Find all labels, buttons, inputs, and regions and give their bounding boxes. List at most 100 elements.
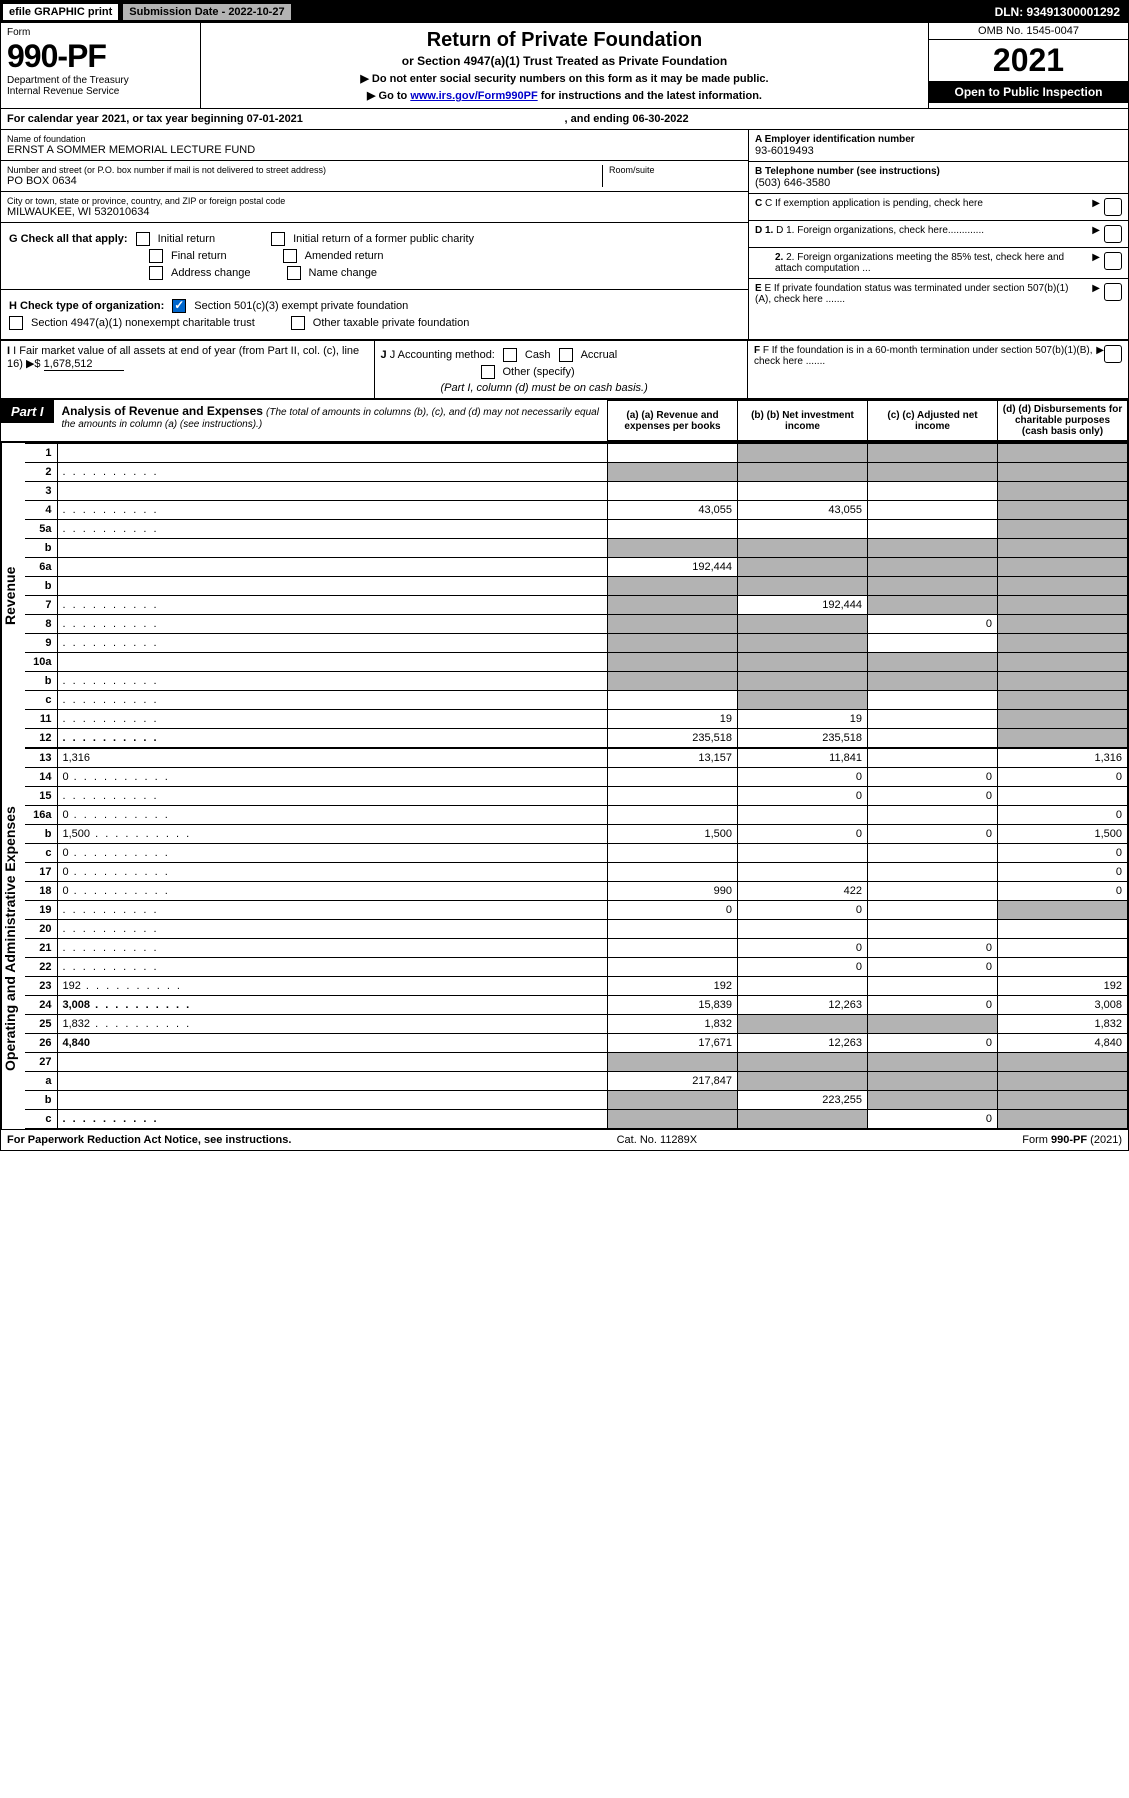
form-container: efile GRAPHIC print Submission Date - 20… bbox=[0, 0, 1129, 1151]
g-address-checkbox[interactable] bbox=[149, 266, 163, 280]
amount-cell bbox=[868, 729, 998, 748]
amount-cell bbox=[738, 691, 868, 710]
h-4947-checkbox[interactable] bbox=[9, 316, 23, 330]
amount-cell bbox=[608, 863, 738, 882]
d1-row: D 1. D 1. Foreign organizations, check h… bbox=[749, 221, 1128, 248]
line-desc bbox=[57, 939, 608, 958]
name-label: Name of foundation bbox=[7, 134, 742, 144]
line-number: 10a bbox=[25, 653, 57, 672]
amount-cell: 1,500 bbox=[998, 825, 1128, 844]
submission-date: Submission Date - 2022-10-27 bbox=[122, 3, 291, 21]
amount-cell bbox=[738, 520, 868, 539]
e-checkbox[interactable] bbox=[1104, 283, 1122, 301]
table-row: 14 0 000 bbox=[25, 768, 1128, 787]
amount-cell bbox=[998, 1091, 1128, 1110]
amount-cell bbox=[738, 653, 868, 672]
amount-cell bbox=[868, 558, 998, 577]
table-row: 6a 192,444 bbox=[25, 558, 1128, 577]
line-desc: 4,840 bbox=[57, 1034, 608, 1053]
d2-checkbox[interactable] bbox=[1104, 252, 1122, 270]
g-amended-checkbox[interactable] bbox=[283, 249, 297, 263]
amount-cell: 192,444 bbox=[608, 558, 738, 577]
amount-cell bbox=[868, 1053, 998, 1072]
amount-cell bbox=[738, 1015, 868, 1034]
amount-cell: 235,518 bbox=[608, 729, 738, 748]
amount-cell bbox=[998, 1072, 1128, 1091]
amount-cell bbox=[608, 577, 738, 596]
line-desc bbox=[57, 710, 608, 729]
j-label: J J Accounting method: bbox=[381, 349, 495, 361]
amount-cell: 1,316 bbox=[998, 749, 1128, 768]
footer-mid: Cat. No. 11289X bbox=[617, 1134, 698, 1146]
dept-label: Department of the Treasury bbox=[7, 75, 194, 86]
amount-cell bbox=[868, 634, 998, 653]
h-501c3-checkbox[interactable] bbox=[172, 299, 186, 313]
d1-checkbox[interactable] bbox=[1104, 225, 1122, 243]
amount-cell bbox=[998, 920, 1128, 939]
foundation-name: ERNST A SOMMER MEMORIAL LECTURE FUND bbox=[7, 144, 742, 156]
line-number: 24 bbox=[25, 996, 57, 1015]
table-row: 1 bbox=[25, 444, 1128, 463]
g-label: G Check all that apply: bbox=[9, 233, 128, 245]
line-number: 6a bbox=[25, 558, 57, 577]
instr-1: ▶ Do not enter social security numbers o… bbox=[207, 72, 922, 85]
amount-cell bbox=[738, 577, 868, 596]
amount-cell bbox=[868, 1072, 998, 1091]
j-accrual-checkbox[interactable] bbox=[559, 348, 573, 362]
line-desc: 1,316 bbox=[57, 749, 608, 768]
amount-cell: 192 bbox=[998, 977, 1128, 996]
line-desc bbox=[57, 691, 608, 710]
amount-cell bbox=[868, 806, 998, 825]
amount-cell bbox=[998, 520, 1128, 539]
table-row: b 223,255 bbox=[25, 1091, 1128, 1110]
amount-cell: 422 bbox=[738, 882, 868, 901]
line-number: 20 bbox=[25, 920, 57, 939]
amount-cell bbox=[868, 444, 998, 463]
f-checkbox[interactable] bbox=[1104, 345, 1122, 363]
form-label: Form bbox=[7, 27, 194, 38]
line-desc bbox=[57, 901, 608, 920]
amount-cell bbox=[868, 501, 998, 520]
h-other-checkbox[interactable] bbox=[291, 316, 305, 330]
amount-cell bbox=[998, 634, 1128, 653]
omb-number: OMB No. 1545-0047 bbox=[929, 23, 1128, 40]
j-cash-checkbox[interactable] bbox=[503, 348, 517, 362]
addr-label: Number and street (or P.O. box number if… bbox=[7, 165, 602, 175]
j-other-checkbox[interactable] bbox=[481, 365, 495, 379]
g-final-checkbox[interactable] bbox=[149, 249, 163, 263]
line-desc bbox=[57, 1091, 608, 1110]
ein-value: 93-6019493 bbox=[755, 145, 1122, 157]
form-title: Return of Private Foundation bbox=[207, 29, 922, 52]
line-desc: 0 bbox=[57, 806, 608, 825]
amount-cell: 0 bbox=[868, 615, 998, 634]
line-number: 22 bbox=[25, 958, 57, 977]
line-desc: 0 bbox=[57, 882, 608, 901]
line-number: b bbox=[25, 539, 57, 558]
f-label: F F If the foundation is in a 60-month t… bbox=[754, 345, 1096, 367]
g-name-checkbox[interactable] bbox=[287, 266, 301, 280]
amount-cell bbox=[738, 539, 868, 558]
i-section: I I Fair market value of all assets at e… bbox=[1, 341, 375, 398]
amount-cell: 15,839 bbox=[608, 996, 738, 1015]
amount-cell bbox=[998, 729, 1128, 748]
amount-cell bbox=[608, 806, 738, 825]
amount-cell bbox=[998, 1110, 1128, 1129]
line-number: 7 bbox=[25, 596, 57, 615]
amount-cell bbox=[868, 710, 998, 729]
addr-cell: Number and street (or P.O. box number if… bbox=[1, 161, 748, 192]
amount-cell bbox=[868, 482, 998, 501]
amount-cell bbox=[868, 596, 998, 615]
amount-cell bbox=[608, 768, 738, 787]
g-initial-checkbox[interactable] bbox=[136, 232, 150, 246]
line-desc: 192 bbox=[57, 977, 608, 996]
c-checkbox[interactable] bbox=[1104, 198, 1122, 216]
g-opt-0: Initial return bbox=[158, 233, 215, 245]
g-initial-former-checkbox[interactable] bbox=[271, 232, 285, 246]
amount-cell: 0 bbox=[868, 768, 998, 787]
amount-cell bbox=[608, 444, 738, 463]
form-number: 990-PF bbox=[7, 38, 194, 75]
line-number: 4 bbox=[25, 501, 57, 520]
table-row: b bbox=[25, 539, 1128, 558]
instr-link[interactable]: www.irs.gov/Form990PF bbox=[410, 90, 537, 102]
table-row: a 217,847 bbox=[25, 1072, 1128, 1091]
